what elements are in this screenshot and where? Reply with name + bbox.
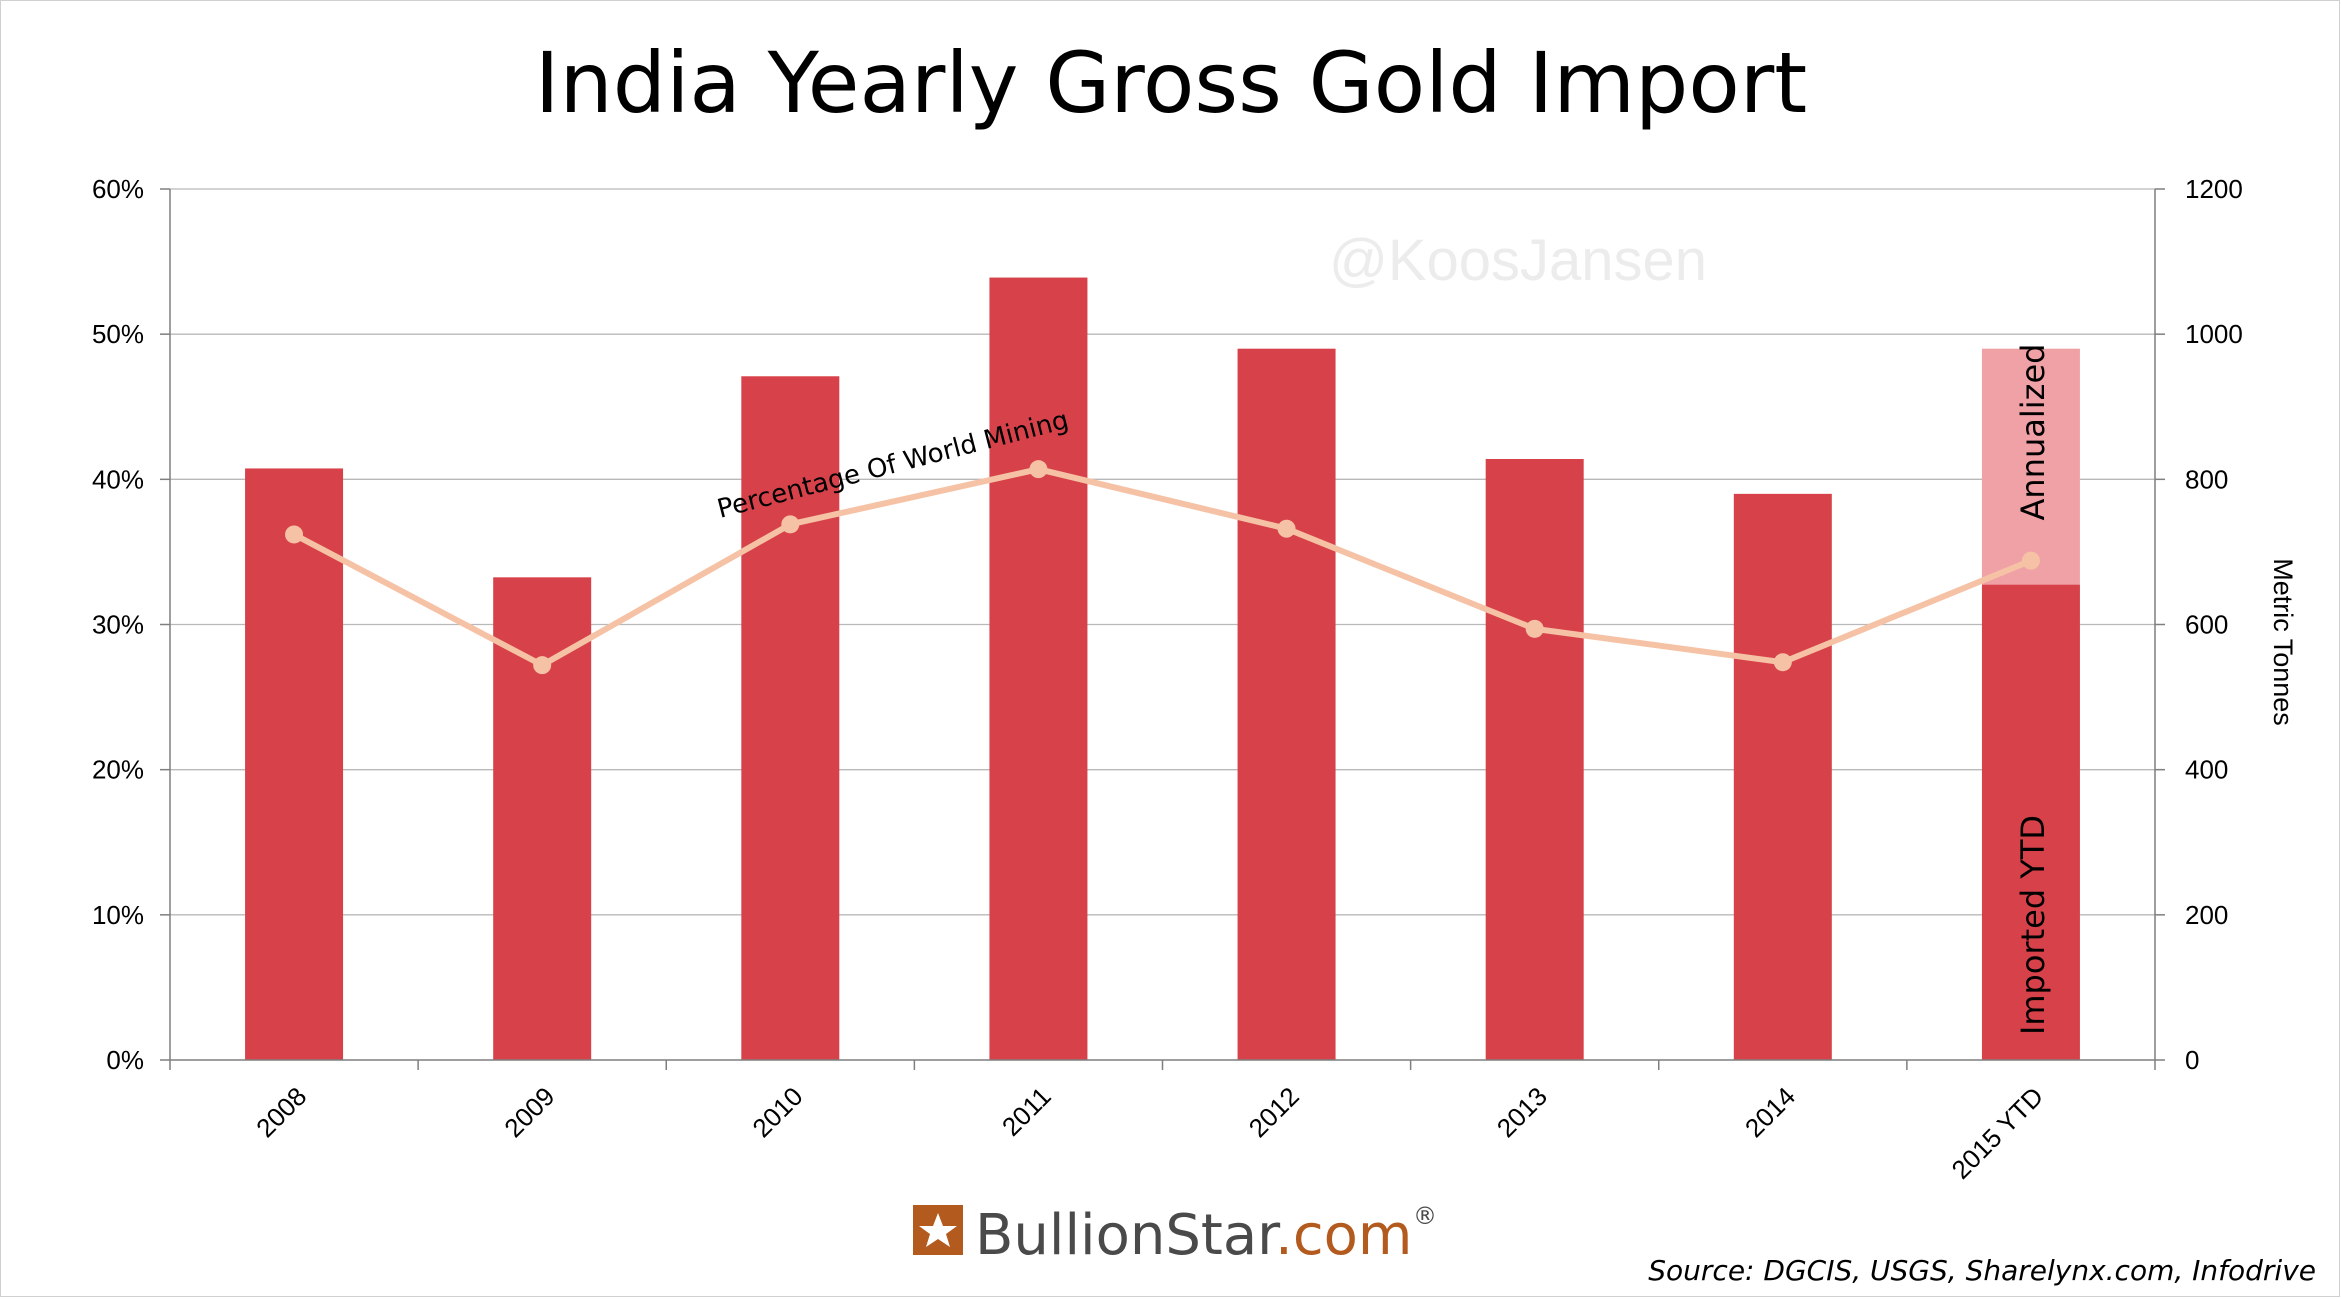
line-point [2021,551,2040,570]
bar [1485,459,1584,1060]
left-tick-label: 40% [92,464,144,494]
brand-text: BullionStar.com [975,1203,1412,1268]
brand-logo: BullionStar.com ® [913,1202,1437,1268]
bar [245,468,344,1061]
bar [741,376,840,1060]
right-tick-label: 600 [2185,610,2228,640]
x-tick-label: 2008 [250,1081,312,1143]
brand-name: BullionStar [975,1203,1281,1268]
bar [1733,493,1832,1061]
line-point [285,525,304,544]
right-tick-label: 800 [2185,464,2228,494]
left-tick-label: 30% [92,610,144,640]
left-tick-label: 0% [106,1045,144,1075]
right-tick-label: 200 [2185,900,2228,930]
right-axis-ticks: 0 200 400 600 800 1000 1200 [2155,174,2243,1075]
brand-suffix: .com [1275,1203,1412,1268]
line-point [1525,619,1544,638]
left-tick-label: 50% [92,319,144,349]
watermark: @KoosJansen [1329,228,1707,293]
bar [989,277,1088,1061]
line-series [285,460,2040,675]
left-tick-label: 10% [92,900,144,930]
left-tick-label: 20% [92,755,144,785]
x-tick-label: 2011 [996,1081,1057,1142]
line-point [533,656,552,675]
right-tick-label: 0 [2185,1045,2199,1075]
x-axis-ticks: 2008 2009 2010 2011 2012 2013 2014 2015 YTD [250,1081,2049,1185]
line-point [781,515,800,534]
x-tick-label: 2015 YTD [1946,1081,2050,1185]
line-path [291,466,2034,669]
left-axis-ticks: 0% 10% 20% 30% 40% 50% 60% [92,174,170,1075]
chart-title: India Yearly Gross Gold Import [535,34,1807,132]
gridlines [170,188,2155,916]
right-axis-title: Metric Tonnes [2268,558,2298,726]
right-tick-label: 400 [2185,755,2228,785]
annualized-label: Annualized [2014,344,2052,521]
x-tick-label: 2010 [746,1081,808,1143]
star-icon [919,1213,957,1247]
imported-ytd-label: Imported YTD [2014,815,2052,1035]
x-tick-label: 2012 [1243,1081,1305,1143]
bar [1237,348,1336,1060]
line-point [1277,519,1296,538]
left-tick-label: 60% [92,174,144,204]
x-tick-label: 2013 [1491,1081,1553,1143]
source-note: Source: DGCIS, USGS, Sharelynx.com, Info… [1648,1254,2316,1287]
right-tick-label: 1200 [2185,174,2243,204]
right-tick-label: 1000 [2185,319,2243,349]
x-tick-label: 2014 [1739,1081,1801,1143]
registered-mark: ® [1413,1202,1437,1230]
line-point [1773,653,1792,672]
bar-annualized [1981,348,2080,585]
bar [1981,584,2080,1060]
x-tick-label: 2009 [498,1081,560,1143]
line-point [1029,460,1048,479]
bars [245,277,2080,1061]
